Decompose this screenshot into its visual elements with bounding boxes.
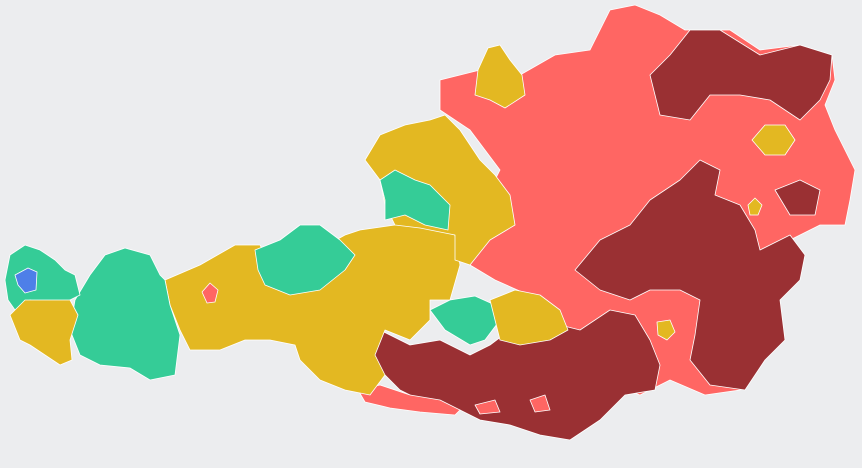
region xyxy=(364,114,516,266)
region xyxy=(69,247,181,381)
region xyxy=(379,169,451,231)
region xyxy=(14,267,38,294)
region xyxy=(529,394,551,413)
region xyxy=(254,224,356,296)
region xyxy=(751,124,796,156)
region xyxy=(489,289,569,346)
region xyxy=(201,282,219,304)
region xyxy=(357,384,461,416)
region xyxy=(574,159,806,391)
region xyxy=(9,299,79,366)
region xyxy=(649,29,833,121)
region xyxy=(774,179,821,216)
region xyxy=(747,197,763,216)
region xyxy=(656,319,676,341)
region xyxy=(474,399,501,415)
region xyxy=(474,44,526,109)
